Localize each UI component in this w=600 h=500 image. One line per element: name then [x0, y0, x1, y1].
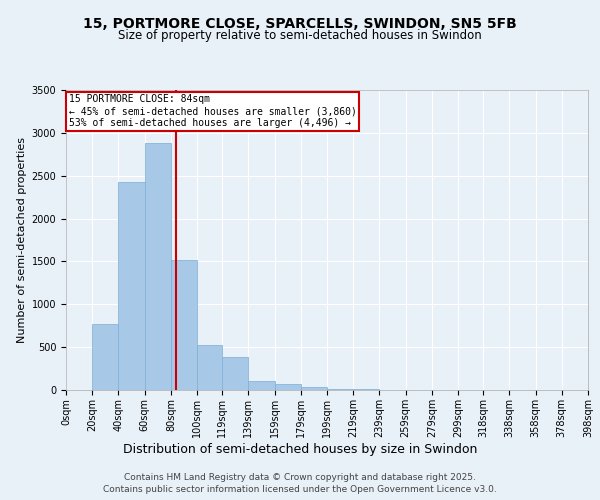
Bar: [222, 358, 248, 390]
Text: Size of property relative to semi-detached houses in Swindon: Size of property relative to semi-detach…: [118, 29, 482, 42]
Bar: [145, 143, 171, 390]
Bar: [118, 182, 145, 390]
Bar: [327, 388, 353, 390]
Bar: [275, 384, 301, 390]
Text: Contains public sector information licensed under the Open Government Licence v3: Contains public sector information licen…: [103, 485, 497, 494]
Text: 15 PORTMORE CLOSE: 84sqm
← 45% of semi-detached houses are smaller (3,860)
53% o: 15 PORTMORE CLOSE: 84sqm ← 45% of semi-d…: [68, 94, 356, 128]
Text: Contains HM Land Registry data © Crown copyright and database right 2025.: Contains HM Land Registry data © Crown c…: [124, 472, 476, 482]
Bar: [301, 388, 327, 390]
Bar: [197, 346, 222, 390]
Bar: [171, 260, 197, 390]
Text: Distribution of semi-detached houses by size in Swindon: Distribution of semi-detached houses by …: [123, 442, 477, 456]
Bar: [92, 324, 118, 390]
Text: 15, PORTMORE CLOSE, SPARCELLS, SWINDON, SN5 5FB: 15, PORTMORE CLOSE, SPARCELLS, SWINDON, …: [83, 18, 517, 32]
Y-axis label: Number of semi-detached properties: Number of semi-detached properties: [17, 137, 28, 343]
Bar: [248, 382, 275, 390]
